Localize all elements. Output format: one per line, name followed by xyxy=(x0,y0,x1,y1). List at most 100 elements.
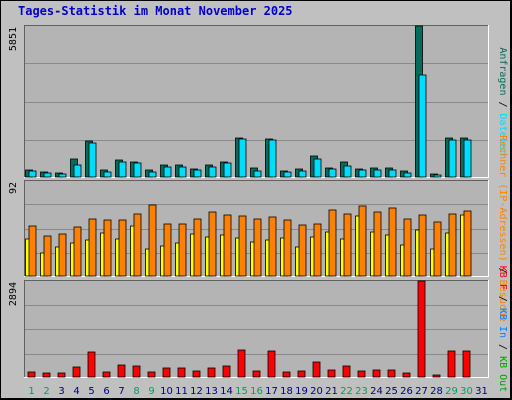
x-tick-label-day-18: 18 xyxy=(280,386,293,397)
bar-requests-dateien-day-4 xyxy=(73,164,82,178)
bar-requests-dateien-day-10 xyxy=(163,166,172,178)
legend-requests: Anfragen / Dateien xyxy=(497,47,508,155)
bar-visits-besuche-day-29 xyxy=(448,213,457,277)
bar-traffic-kb-f-day-29 xyxy=(447,350,456,378)
bar-requests-dateien-day-5 xyxy=(88,142,97,178)
legend-visits: Rechner (IP-Adressen) / Besuche xyxy=(497,135,508,322)
bar-visits-besuche-day-4 xyxy=(73,226,82,277)
bar-visits-besuche-day-15 xyxy=(238,215,247,277)
bar-requests-dateien-day-19 xyxy=(298,170,307,178)
bar-visits-besuche-day-2 xyxy=(43,235,52,277)
chart-title: Tages-Statistik im Monat November 2025 xyxy=(18,4,293,18)
y-max-label-requests: 5851 xyxy=(8,27,19,51)
x-tick-label-day-15: 15 xyxy=(235,386,248,397)
bar-visits-besuche-day-9 xyxy=(148,204,157,277)
bar-traffic-kb-f-day-27 xyxy=(417,280,426,378)
bar-traffic-kb-f-day-20 xyxy=(312,361,321,378)
x-tick-label-day-30: 30 xyxy=(460,386,473,397)
bar-traffic-kb-f-day-2 xyxy=(42,372,51,378)
bar-traffic-kb-f-day-30 xyxy=(462,350,471,378)
bar-visits-besuche-day-5 xyxy=(88,218,97,277)
legend-entry-traffic-2: KB In xyxy=(497,308,508,338)
x-tick-label-day-9: 9 xyxy=(148,386,154,397)
bar-visits-besuche-day-1 xyxy=(28,225,37,277)
bar-requests-dateien-day-7 xyxy=(118,161,127,178)
bar-traffic-kb-f-day-17 xyxy=(267,350,276,378)
bar-requests-dateien-day-15 xyxy=(238,138,247,178)
bar-visits-besuche-day-17 xyxy=(268,216,277,277)
legend-entry-requests-0: Anfragen xyxy=(497,47,508,95)
bar-requests-dateien-day-6 xyxy=(103,171,112,178)
bar-visits-besuche-day-8 xyxy=(133,213,142,277)
bar-traffic-kb-f-day-7 xyxy=(117,364,126,378)
x-tick-label-day-16: 16 xyxy=(250,386,263,397)
bar-requests-dateien-day-27 xyxy=(418,74,427,178)
x-tick-label-day-11: 11 xyxy=(175,386,188,397)
bar-visits-besuche-day-19 xyxy=(298,224,307,277)
bar-requests-dateien-day-12 xyxy=(193,169,202,178)
bar-requests-dateien-day-26 xyxy=(403,172,412,178)
bar-requests-dateien-day-8 xyxy=(133,162,142,178)
bar-visits-besuche-day-18 xyxy=(283,219,292,277)
bar-requests-dateien-day-2 xyxy=(43,172,52,178)
bar-traffic-kb-f-day-19 xyxy=(297,370,306,378)
x-tick-label-day-31: 31 xyxy=(475,386,488,397)
x-tick-label-day-6: 6 xyxy=(103,386,109,397)
x-tick-label-day-23: 23 xyxy=(355,386,368,397)
bar-requests-dateien-day-24 xyxy=(373,169,382,178)
legend-entry-visits-1: / xyxy=(497,262,508,280)
x-tick-label-day-1: 1 xyxy=(28,386,34,397)
bar-requests-dateien-day-14 xyxy=(223,162,232,178)
bar-traffic-kb-f-day-10 xyxy=(162,367,171,378)
x-tick-label-day-29: 29 xyxy=(445,386,458,397)
bar-traffic-kb-f-day-22 xyxy=(342,365,351,378)
legend-entry-traffic-1: / xyxy=(497,290,508,308)
bar-requests-dateien-day-16 xyxy=(253,170,262,178)
bar-traffic-kb-f-day-24 xyxy=(372,369,381,378)
bar-traffic-kb-f-day-8 xyxy=(132,365,141,378)
bar-requests-dateien-day-28 xyxy=(433,174,442,178)
bar-visits-besuche-day-6 xyxy=(103,219,112,277)
bar-requests-dateien-day-20 xyxy=(313,158,322,178)
x-tick-label-day-19: 19 xyxy=(295,386,308,397)
bar-visits-besuche-day-10 xyxy=(163,223,172,277)
bar-visits-besuche-day-30 xyxy=(463,210,472,277)
bar-traffic-kb-f-day-9 xyxy=(147,371,156,378)
x-tick-label-day-10: 10 xyxy=(160,386,173,397)
bar-traffic-kb-f-day-21 xyxy=(327,369,336,378)
bar-visits-besuche-day-16 xyxy=(253,218,262,277)
x-tick-label-day-8: 8 xyxy=(133,386,139,397)
bar-visits-besuche-day-23 xyxy=(358,205,367,277)
bar-traffic-kb-f-day-13 xyxy=(207,367,216,378)
bar-traffic-kb-f-day-5 xyxy=(87,351,96,378)
x-tick-label-day-24: 24 xyxy=(370,386,383,397)
plot-area-requests xyxy=(24,25,489,178)
bar-traffic-kb-f-day-28 xyxy=(432,374,441,378)
x-tick-label-day-22: 22 xyxy=(340,386,353,397)
bar-traffic-kb-f-day-15 xyxy=(237,349,246,378)
bar-requests-dateien-day-9 xyxy=(148,171,157,178)
bar-traffic-kb-f-day-14 xyxy=(222,365,231,378)
bar-visits-besuche-day-13 xyxy=(208,211,217,277)
x-tick-label-day-21: 21 xyxy=(325,386,338,397)
bar-visits-besuche-day-7 xyxy=(118,219,127,277)
bar-requests-dateien-day-21 xyxy=(328,168,337,178)
bar-visits-besuche-day-21 xyxy=(328,209,337,277)
bar-traffic-kb-f-day-11 xyxy=(177,367,186,378)
bar-visits-besuche-day-20 xyxy=(313,223,322,277)
bar-requests-dateien-day-23 xyxy=(358,169,367,178)
legend-traffic: KB F / KB In / KB Out xyxy=(497,266,508,392)
x-tick-label-day-20: 20 xyxy=(310,386,323,397)
y-max-label-traffic: 2894 xyxy=(8,282,19,306)
bar-requests-dateien-day-30 xyxy=(463,139,472,178)
x-tick-label-day-25: 25 xyxy=(385,386,398,397)
y-max-label-visits: 92 xyxy=(8,182,19,194)
legend-entry-visits-0: Rechner (IP-Adressen) xyxy=(497,135,508,261)
bar-visits-besuche-day-28 xyxy=(433,221,442,277)
bar-visits-besuche-day-3 xyxy=(58,233,67,277)
bar-requests-dateien-day-3 xyxy=(58,173,67,178)
bar-traffic-kb-f-day-16 xyxy=(252,370,261,378)
legend-entry-traffic-3: / xyxy=(497,338,508,356)
bar-traffic-kb-f-day-23 xyxy=(357,370,366,378)
